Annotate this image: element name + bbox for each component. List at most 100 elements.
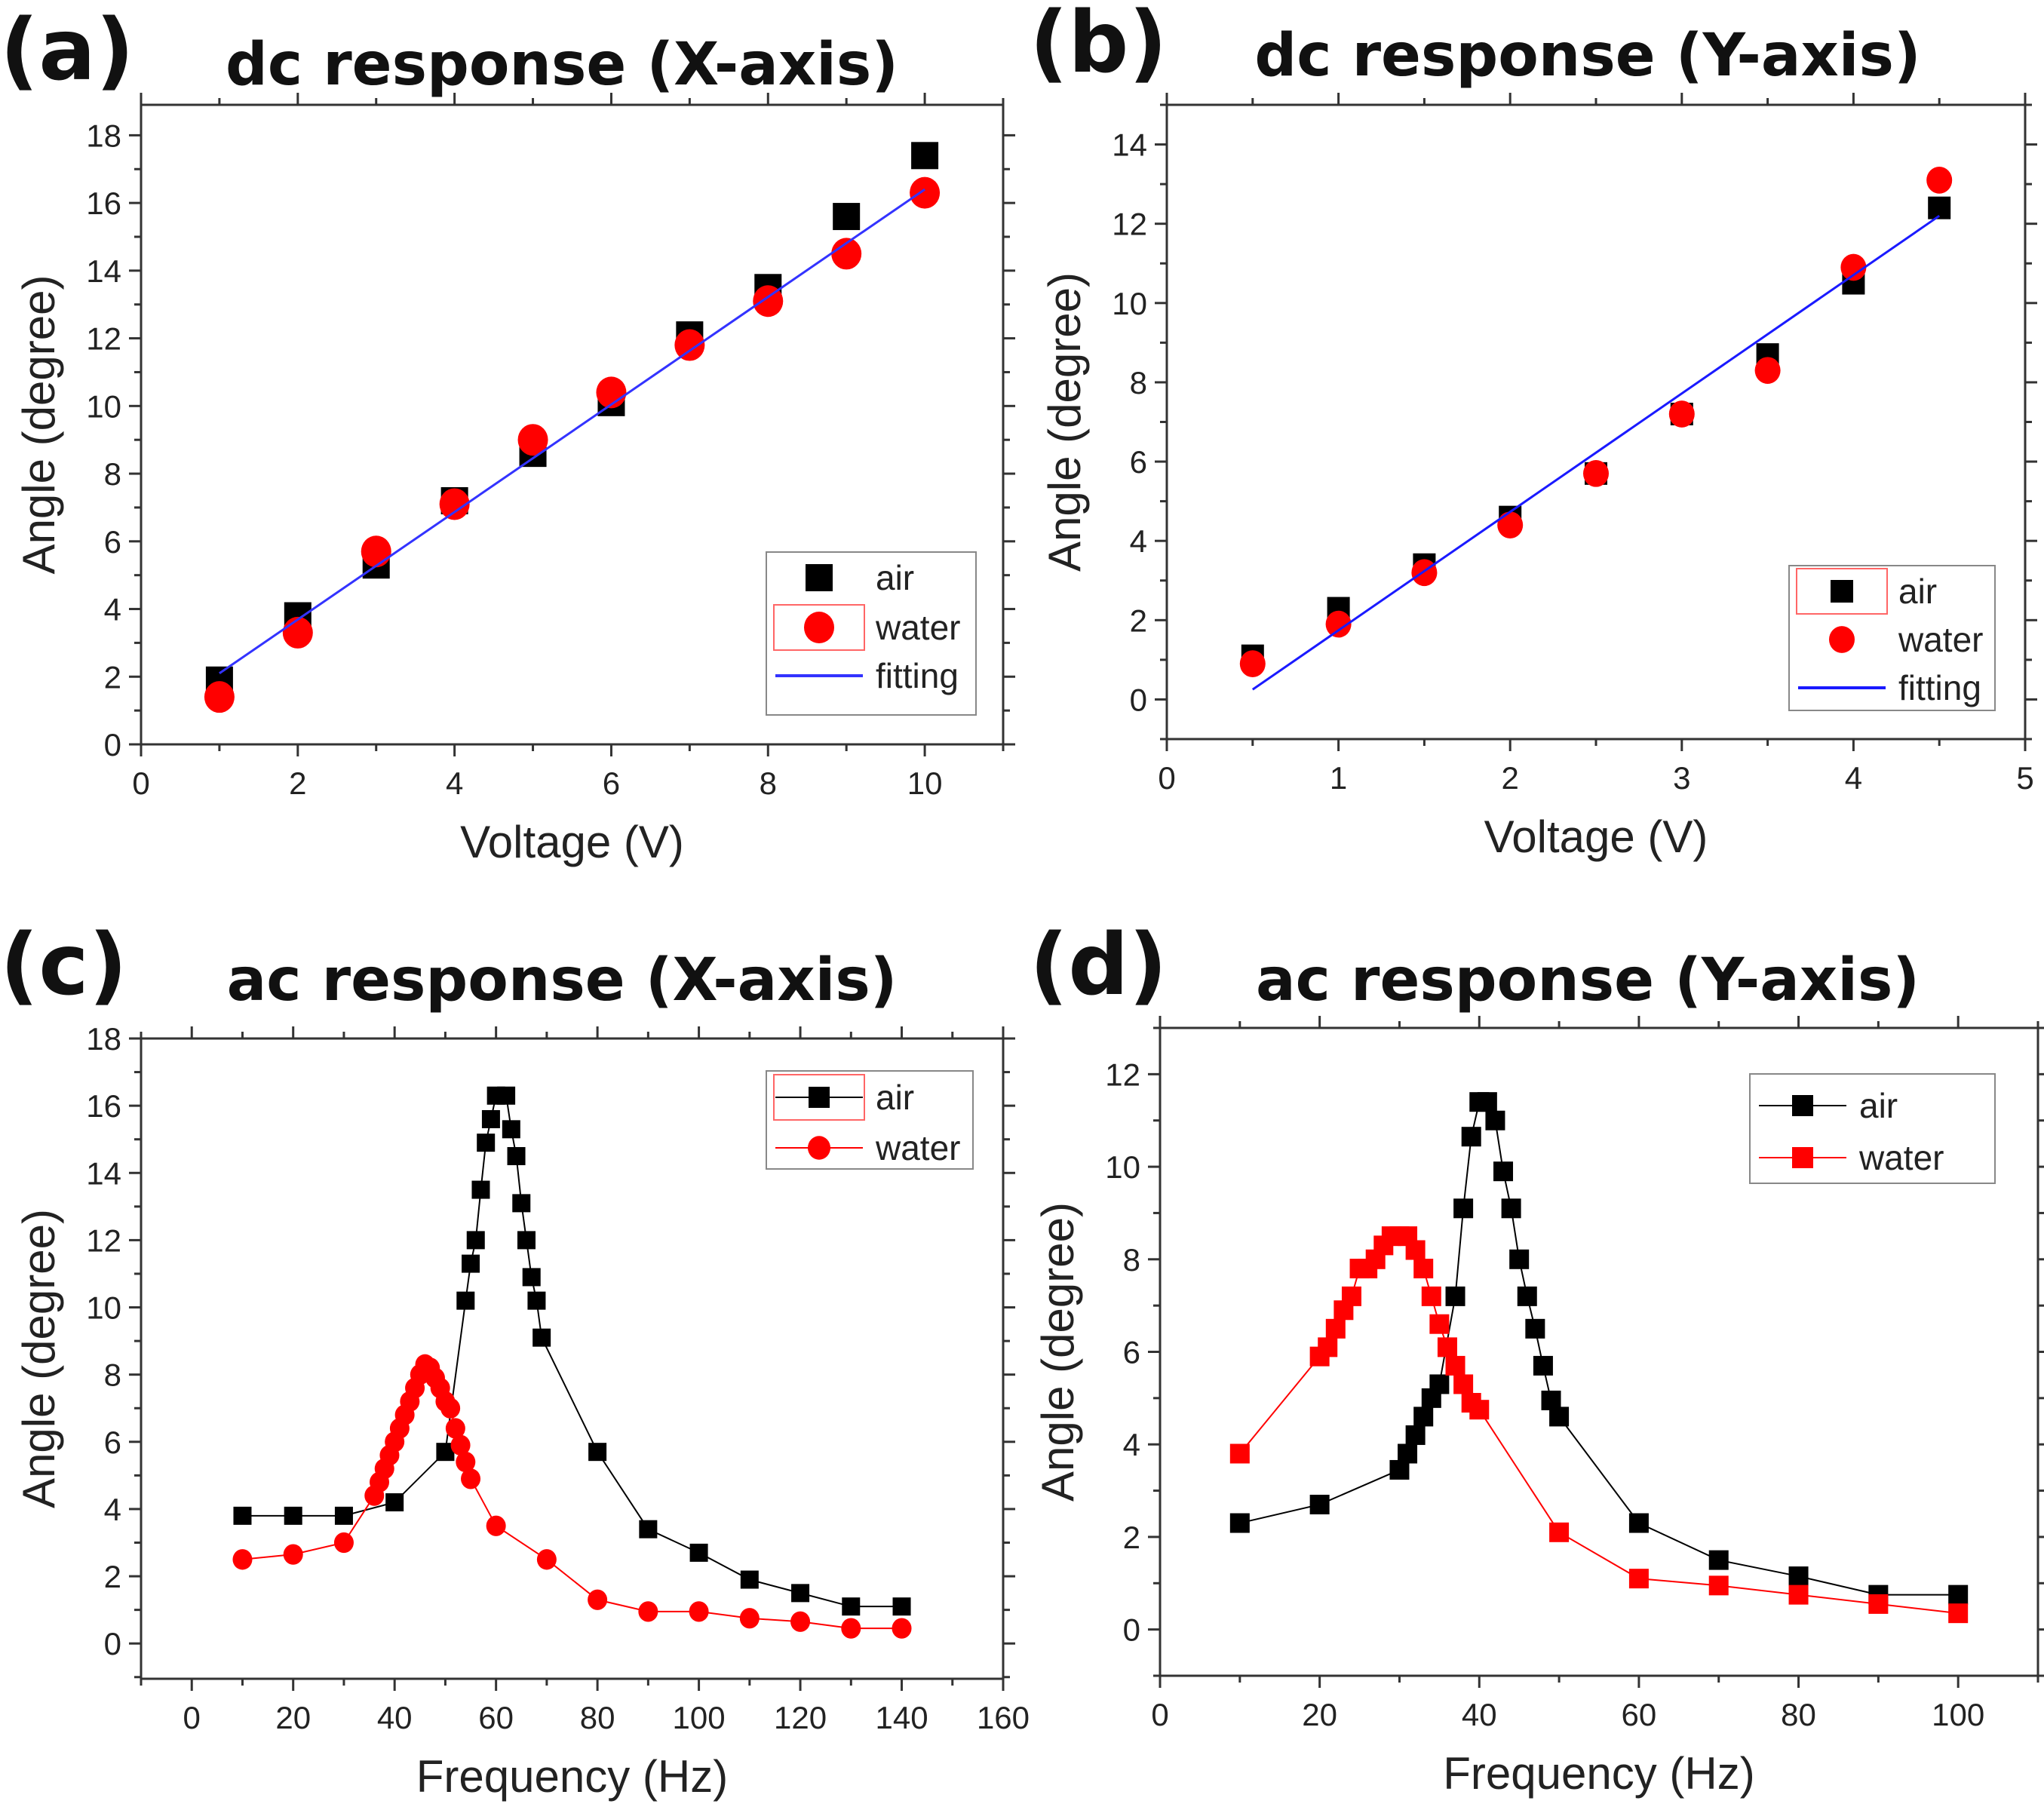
legend: air water — [766, 1070, 974, 1170]
data-point — [910, 176, 941, 209]
data-point — [1477, 1092, 1497, 1112]
data-point — [1583, 459, 1609, 487]
x-tick-label: 20 — [1302, 1697, 1337, 1732]
y-tick-label: 12 — [86, 321, 121, 357]
data-point — [1754, 357, 1781, 385]
data-point — [753, 285, 784, 318]
chart-title: dc response (Y-axis) — [1254, 22, 1920, 90]
data-point — [517, 1231, 536, 1250]
y-tick-label: 0 — [1123, 1612, 1140, 1648]
legend-marker — [1829, 626, 1855, 653]
x-tick-label: 0 — [1158, 760, 1175, 796]
x-tick-label: 0 — [1151, 1697, 1168, 1732]
y-tick-label: 6 — [104, 1425, 121, 1460]
y-axis-title: Angle (degree) — [14, 1209, 64, 1508]
x-axis-title: Frequency (Hz) — [1443, 1748, 1754, 1799]
data-point — [740, 1570, 759, 1589]
data-point — [1437, 1337, 1457, 1358]
data-point — [1325, 1318, 1346, 1339]
x-axis-title: Frequency (Hz) — [416, 1751, 728, 1802]
data-point — [1413, 1259, 1434, 1279]
legend: air water fitting — [1788, 565, 1996, 711]
data-point — [1668, 400, 1695, 428]
data-point — [527, 1291, 546, 1310]
x-tick-label: 100 — [673, 1700, 726, 1735]
data-point — [1469, 1400, 1490, 1420]
data-point — [1309, 1494, 1330, 1514]
y-tick-label: 0 — [1130, 682, 1147, 717]
data-point — [1926, 167, 1953, 194]
data-point — [333, 1532, 354, 1554]
series-line — [219, 188, 925, 675]
data-point — [1868, 1594, 1889, 1614]
data-point — [1533, 1355, 1553, 1376]
x-axis-title: Voltage (V) — [460, 817, 684, 867]
data-point — [1788, 1566, 1809, 1587]
series-water — [1229, 1226, 1969, 1624]
x-tick-label: 2 — [1502, 760, 1519, 796]
data-point — [282, 616, 313, 649]
data-point — [1928, 196, 1951, 219]
chart-panel-b: (b) dc response (Y-axis)0 1 2 3 4 502468101214… — [1030, 0, 2037, 862]
chart-panel-c: (c) ac response (X-axis)0 20 40 60 80 100 120 14… — [0, 916, 1030, 1802]
data-point — [638, 1601, 658, 1622]
data-point — [486, 1515, 506, 1536]
y-tick-label: 8 — [104, 456, 121, 492]
x-tick-label: 40 — [1462, 1697, 1497, 1732]
data-point — [689, 1601, 709, 1622]
data-point — [284, 1506, 302, 1525]
data-point — [674, 329, 705, 361]
legend-label: air — [876, 558, 914, 597]
y-tick-label: 6 — [1130, 444, 1147, 480]
data-point — [1411, 559, 1438, 587]
data-point — [892, 1597, 911, 1616]
x-tick-label: 80 — [1781, 1697, 1816, 1732]
y-axis-title: Angle (degree) — [1033, 1202, 1083, 1502]
y-axis-title: Angle (degree) — [1039, 272, 1090, 572]
data-point — [1239, 650, 1266, 677]
y-tick-label: 12 — [86, 1223, 121, 1258]
x-tick-label: 20 — [275, 1700, 311, 1735]
series-water — [232, 1354, 912, 1639]
x-tick-label: 160 — [977, 1700, 1030, 1735]
legend-sample-frame — [773, 604, 865, 651]
data-point — [471, 1180, 490, 1199]
data-point — [1445, 1355, 1465, 1376]
data-point — [1325, 610, 1352, 638]
data-point — [1453, 1198, 1474, 1219]
x-tick-label: 40 — [377, 1700, 413, 1735]
data-point — [1549, 1407, 1570, 1427]
data-point — [481, 1109, 500, 1128]
y-tick-label: 10 — [1105, 1149, 1140, 1185]
legend-marker — [1792, 1095, 1813, 1116]
y-tick-label: 14 — [1112, 127, 1147, 163]
data-point — [445, 1418, 465, 1439]
y-tick-label: 10 — [1112, 286, 1147, 321]
data-point — [439, 488, 470, 520]
data-point — [1840, 253, 1867, 281]
legend-marker — [808, 1136, 830, 1160]
data-point — [1493, 1161, 1514, 1182]
data-point — [1948, 1585, 1969, 1605]
x-tick-label: 10 — [907, 765, 943, 801]
series-line — [1251, 214, 1941, 691]
legend-box — [1749, 1073, 1996, 1184]
data-point — [1788, 1585, 1809, 1605]
data-point — [1405, 1240, 1426, 1260]
data-point — [841, 1618, 861, 1639]
y-tick-label: 4 — [1130, 523, 1147, 559]
data-point — [456, 1451, 476, 1473]
data-point — [1501, 1198, 1521, 1219]
data-point — [842, 1597, 861, 1616]
y-tick-label: 0 — [104, 727, 121, 762]
legend: air water — [1749, 1073, 1996, 1184]
y-tick-label: 2 — [104, 659, 121, 695]
data-point — [1948, 1603, 1969, 1624]
data-point — [892, 1618, 912, 1639]
y-tick-label: 2 — [104, 1559, 121, 1594]
legend-box — [766, 551, 977, 716]
data-point — [462, 1254, 480, 1273]
y-axis-title: Angle (degree) — [14, 275, 64, 575]
x-axis-title: Voltage (V) — [1484, 811, 1708, 862]
data-point — [1413, 1407, 1434, 1427]
